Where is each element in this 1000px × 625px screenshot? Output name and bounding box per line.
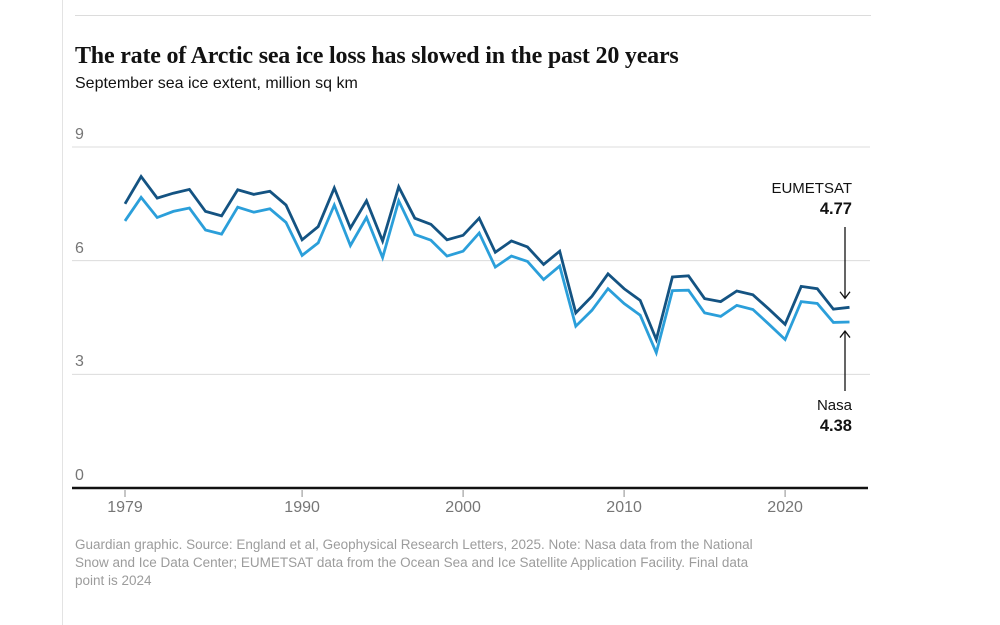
eumetsat-annotation: EUMETSAT 4.77 bbox=[771, 180, 852, 219]
nasa-line bbox=[123, 195, 850, 358]
page-left-divider bbox=[62, 0, 63, 625]
nasa-annotation: Nasa 4.38 bbox=[817, 397, 852, 436]
x-tick-label: 1990 bbox=[284, 499, 320, 516]
eumetsat-annotation-label: EUMETSAT bbox=[771, 180, 852, 197]
x-tick-label: 2000 bbox=[445, 499, 481, 516]
source-note-line: point is 2024 bbox=[75, 573, 152, 588]
x-tick-label: 1979 bbox=[107, 499, 143, 516]
source-note-line: Snow and Ice Data Center; EUMETSAT data … bbox=[75, 555, 749, 570]
chart-title: The rate of Arctic sea ice loss has slow… bbox=[75, 43, 679, 70]
source-note: Guardian graphic. Source: England et al,… bbox=[75, 536, 875, 590]
y-tick-label: 6 bbox=[75, 239, 84, 257]
y-tick-label: 3 bbox=[75, 353, 84, 371]
nasa-annotation-label: Nasa bbox=[816, 397, 852, 414]
eumetsat-arrowhead bbox=[839, 291, 851, 300]
nasa-annotation-value: 4.38 bbox=[819, 417, 852, 435]
source-note-line: Guardian graphic. Source: England et al,… bbox=[75, 537, 753, 552]
nasa-arrowhead bbox=[839, 329, 851, 338]
y-tick-label: 9 bbox=[75, 125, 84, 143]
header-rule bbox=[75, 15, 871, 16]
y-tick-label: 0 bbox=[75, 467, 84, 484]
x-tick-label: 2010 bbox=[606, 499, 642, 516]
chart-subtitle: September sea ice extent, million sq km bbox=[75, 75, 358, 92]
eumetsat-line bbox=[123, 173, 850, 344]
x-tick-label: 2020 bbox=[767, 499, 803, 516]
eumetsat-annotation-value: 4.77 bbox=[819, 200, 852, 218]
